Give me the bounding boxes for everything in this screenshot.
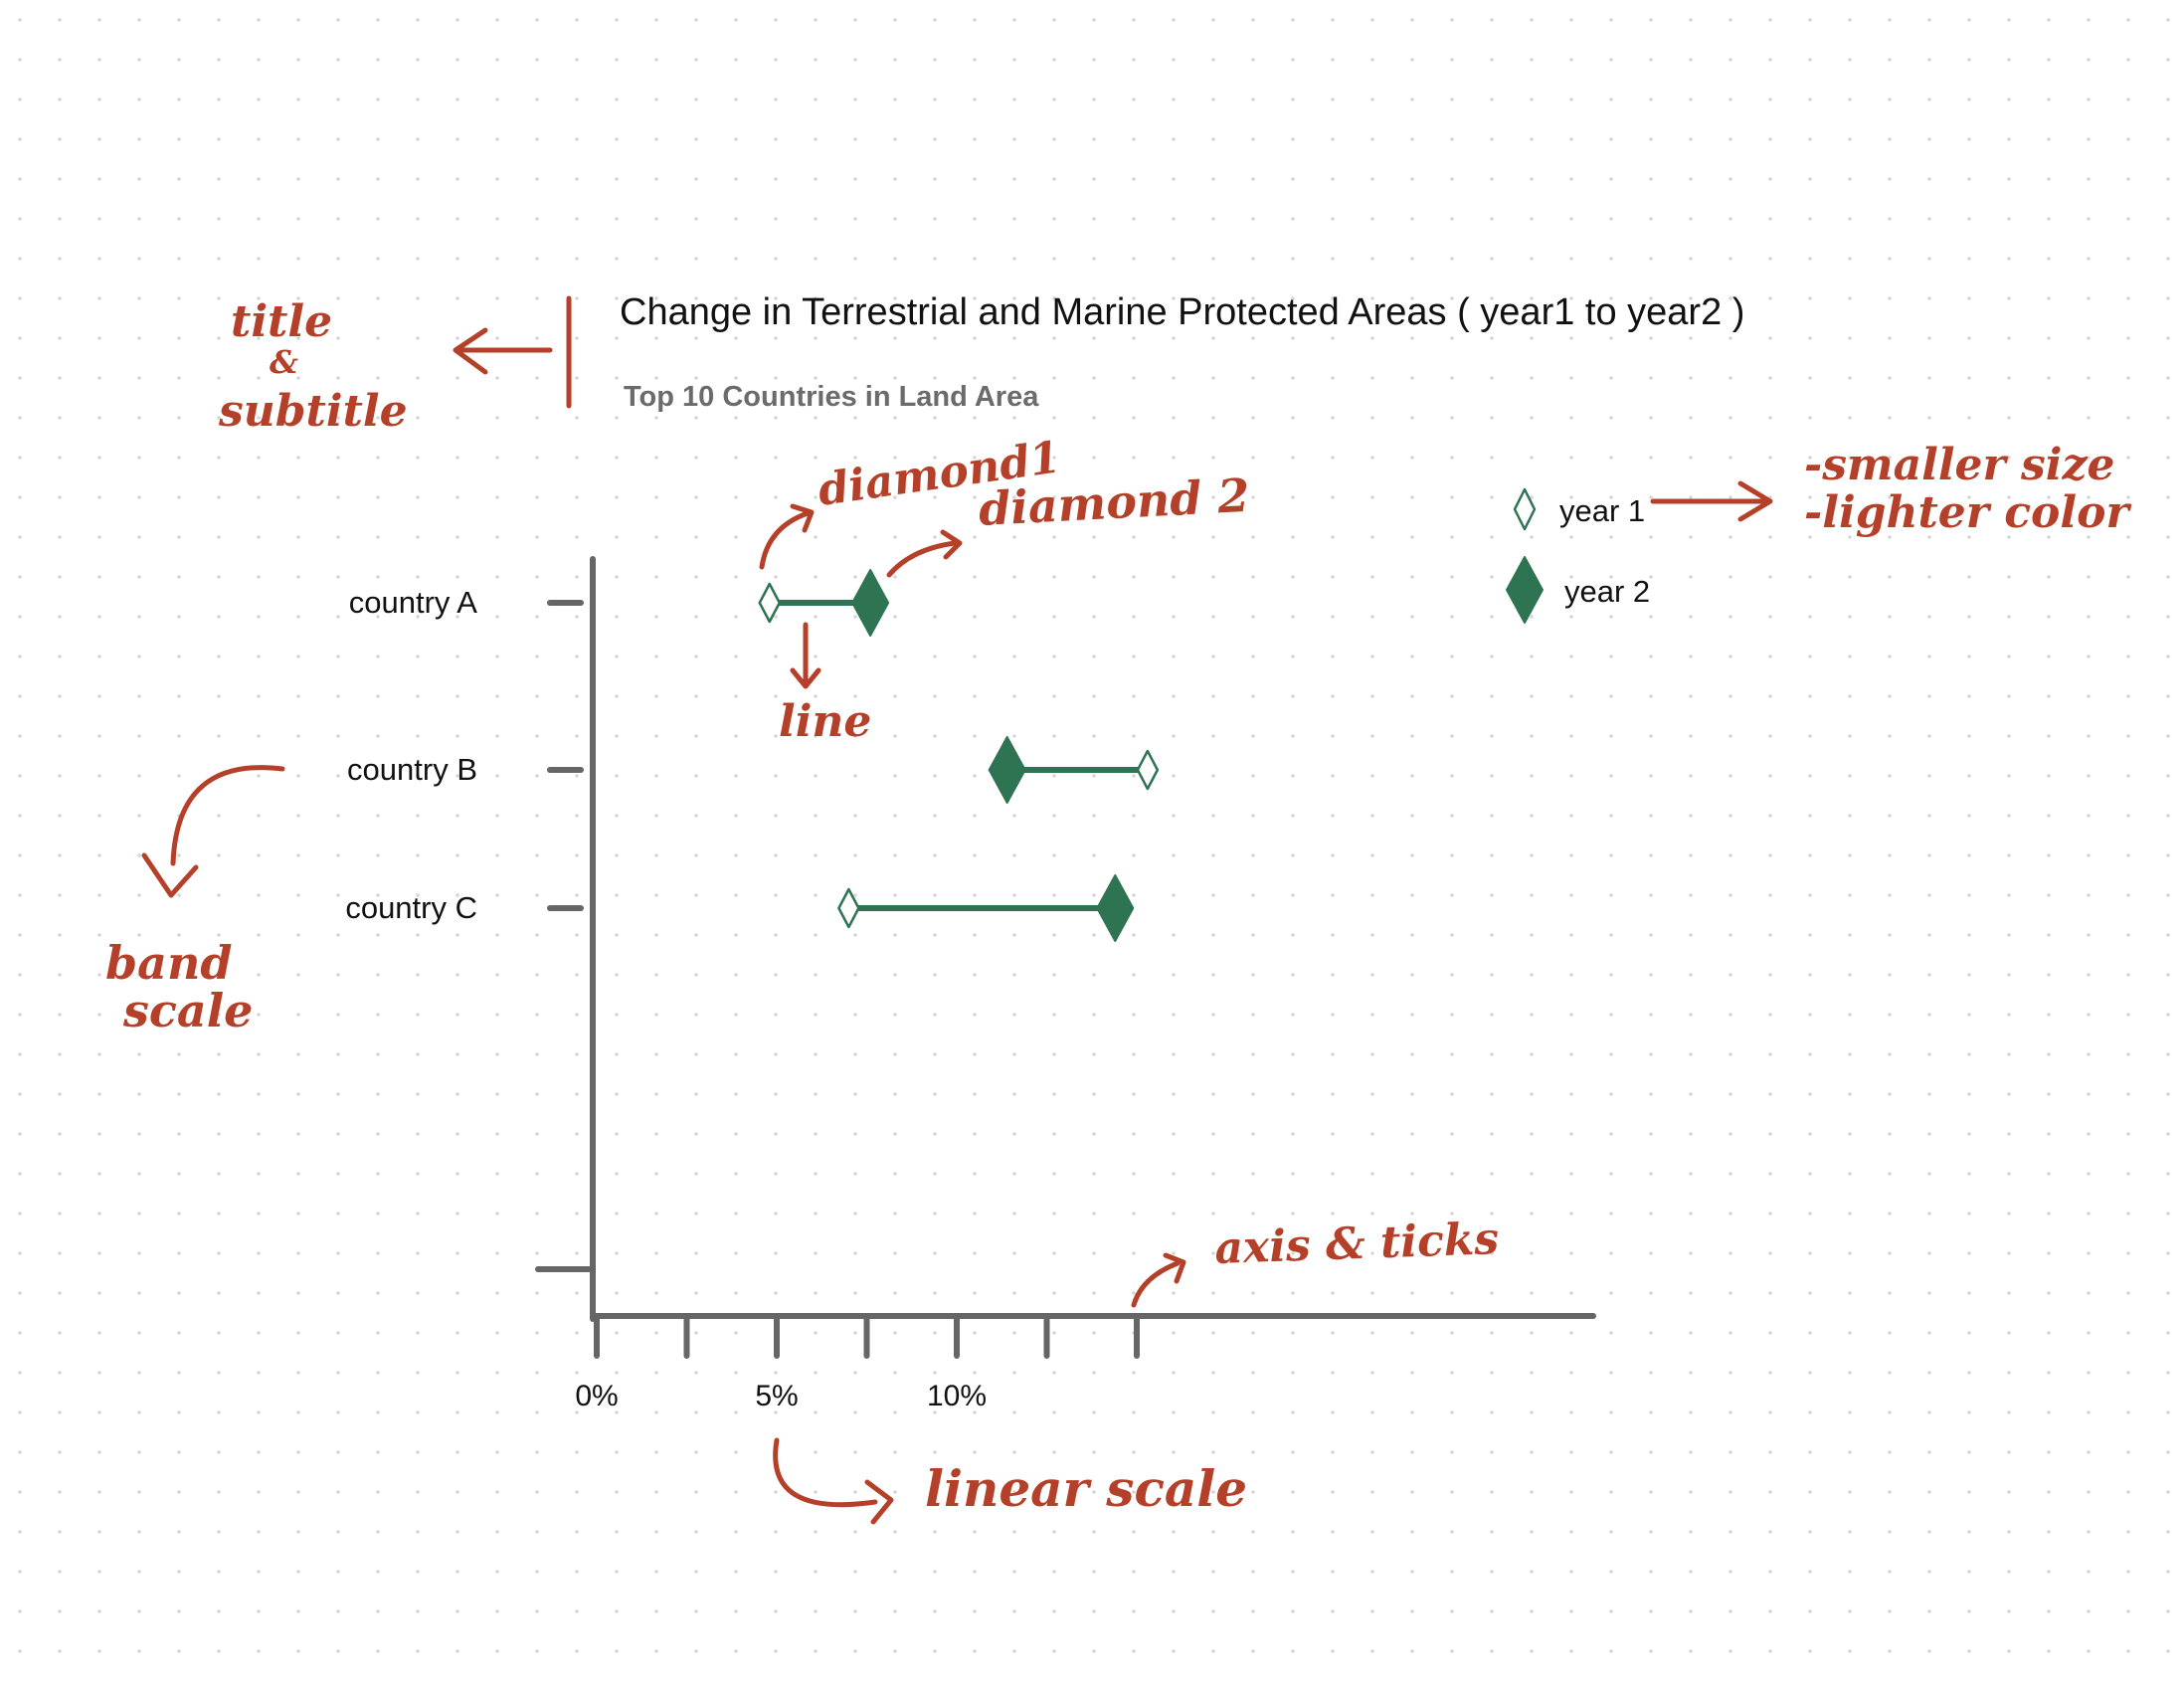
legend-year1-diamond bbox=[1513, 487, 1537, 531]
note-title-subtitle-line1: title bbox=[231, 296, 332, 347]
year1-diamond bbox=[837, 887, 860, 929]
y-tick-label: country C bbox=[345, 890, 477, 925]
legend-year1-label: year 1 bbox=[1559, 493, 1645, 528]
note-arrowhead-diamond1 bbox=[790, 503, 815, 533]
note-arrow-axis-ticks bbox=[1131, 1260, 1181, 1308]
note-arrowhead-band-scale bbox=[141, 852, 199, 898]
y-tick-label: country A bbox=[349, 585, 478, 620]
note-title-subtitle-line3: subtitle bbox=[218, 386, 408, 437]
note-arrowhead-linear-scale bbox=[864, 1479, 894, 1525]
year2-diamond bbox=[851, 569, 890, 637]
note-arrow-band-scale bbox=[170, 765, 285, 866]
x-tick-label: 5% bbox=[755, 1380, 798, 1412]
note-title-subtitle-line2: & bbox=[270, 343, 298, 381]
connector-lines bbox=[766, 600, 1151, 911]
year2-diamond bbox=[988, 736, 1026, 804]
note-arrowhead-diamond2 bbox=[940, 529, 963, 560]
year2-diamond bbox=[1096, 874, 1135, 942]
legend-year2-label: year 2 bbox=[1564, 574, 1650, 609]
note-line: line bbox=[779, 696, 871, 747]
note-arrow-diamond2 bbox=[886, 540, 958, 578]
note-axis-ticks: axis & ticks bbox=[1214, 1214, 1500, 1274]
note-arrowhead-legend bbox=[1737, 480, 1773, 522]
y-axis-ticks: country A country B country C bbox=[345, 585, 584, 925]
x-tick-label: 10% bbox=[927, 1380, 987, 1412]
x-tick-label: 0% bbox=[575, 1380, 618, 1412]
diamond-markers bbox=[758, 569, 1160, 942]
legend: year 1 year 2 bbox=[1506, 487, 1650, 624]
chart-title: Change in Terrestrial and Marine Protect… bbox=[620, 291, 1744, 333]
note-arrowhead-line bbox=[790, 667, 821, 689]
chart-subtitle: Top 10 Countries in Land Area bbox=[624, 381, 1039, 413]
note-arrowhead-title bbox=[453, 327, 488, 375]
legend-year2-diamond bbox=[1506, 556, 1544, 624]
y-tick-label: country B bbox=[347, 752, 477, 787]
note-band-scale-line1: band bbox=[105, 936, 233, 990]
note-linear-scale: linear scale bbox=[925, 1459, 1247, 1518]
note-arrow-diamond1 bbox=[759, 510, 811, 570]
annotations: title & subtitle diamond1 diamond 2 line… bbox=[105, 295, 2131, 1525]
note-arrowhead-axis-ticks bbox=[1163, 1252, 1186, 1284]
x-axis-ticks: 0% 5% 10% bbox=[575, 1313, 1140, 1412]
note-legend-line1: -smaller size bbox=[1804, 440, 2115, 490]
note-band-scale-line2: scale bbox=[122, 984, 253, 1037]
year1-diamond bbox=[1136, 749, 1160, 791]
year1-diamond bbox=[758, 582, 782, 624]
note-legend-line2: -lighter color bbox=[1804, 487, 2131, 538]
note-arrow-linear-scale bbox=[773, 1437, 878, 1508]
